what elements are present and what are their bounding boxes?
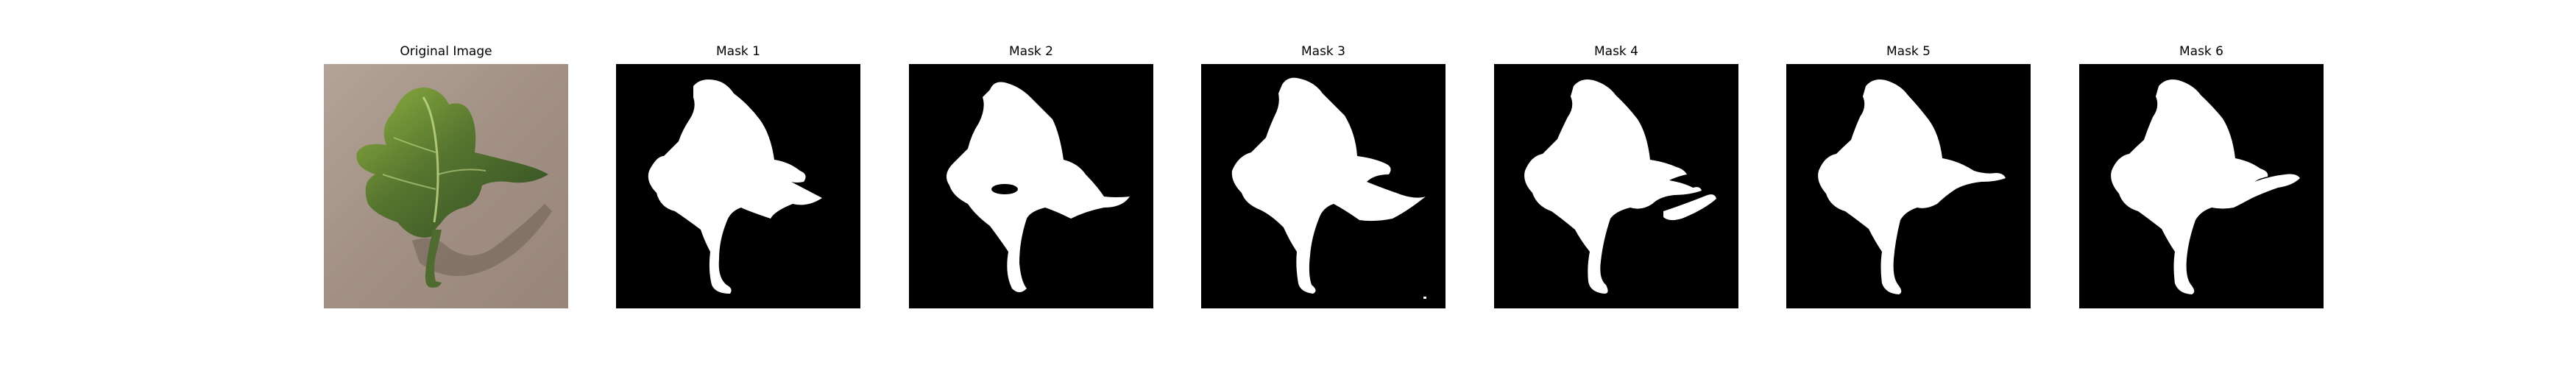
panel-mask-5: Mask 5 (1786, 0, 2031, 368)
mask-image (2079, 64, 2324, 308)
panel-original-image: Original Image (324, 0, 568, 368)
mask-silhouette (1231, 77, 1426, 299)
mask-silhouette (648, 79, 822, 294)
panel-title: Mask 6 (2179, 44, 2223, 59)
panel-title: Mask 4 (1593, 44, 1638, 59)
panel-title: Mask 3 (1301, 44, 1345, 59)
mask-silhouette (1818, 79, 2006, 294)
panel-title: Original Image (400, 44, 492, 59)
panel-mask-3: Mask 3 (1201, 0, 1446, 368)
panel-title: Mask 1 (715, 44, 760, 59)
mask-image (1201, 64, 1446, 308)
mask-image (1786, 64, 2031, 308)
mask-image (909, 64, 1153, 308)
original-leaf-photo (324, 64, 568, 308)
panel-title: Mask 2 (1008, 44, 1053, 59)
panel-title: Mask 5 (1886, 44, 1931, 59)
mask-silhouette (2111, 79, 2300, 294)
leaf-photo-drawing (324, 64, 568, 308)
mask-silhouette (1524, 79, 1716, 294)
panel-mask-6: Mask 6 (2079, 0, 2324, 368)
mask-image (1494, 64, 1738, 308)
mask-silhouette (946, 82, 1130, 292)
mask-image (616, 64, 860, 308)
panel-mask-2: Mask 2 (909, 0, 1153, 368)
panel-mask-4: Mask 4 (1494, 0, 1738, 368)
panel-mask-1: Mask 1 (616, 0, 860, 368)
